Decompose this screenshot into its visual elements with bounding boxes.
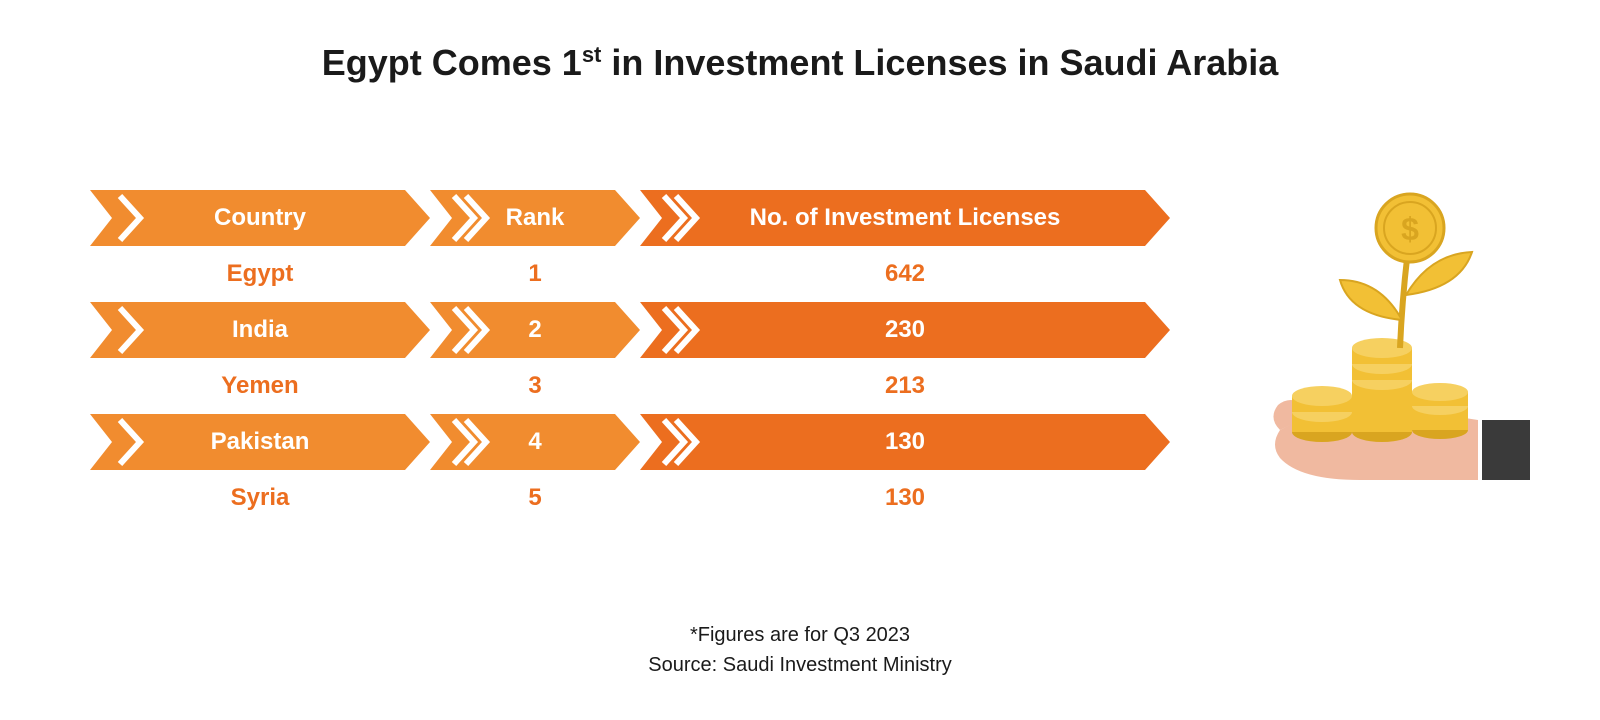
table-row: Egypt 1 642 xyxy=(90,246,1170,302)
table-header-row: Country Rank No. of Investment Licenses xyxy=(90,190,1170,246)
header-country: Country xyxy=(90,190,430,246)
cell-licenses: 642 xyxy=(640,246,1170,302)
header-licenses: No. of Investment Licenses xyxy=(640,190,1170,246)
cell-licenses: 130 xyxy=(640,470,1170,526)
cell-country: Pakistan xyxy=(90,414,430,470)
investment-growth-icon: $ xyxy=(1250,180,1530,500)
footnote: *Figures are for Q3 2023 Source: Saudi I… xyxy=(0,620,1600,680)
cell-rank: 3 xyxy=(430,358,640,414)
cell-rank: 2 xyxy=(430,302,640,358)
cell-rank: 4 xyxy=(430,414,640,470)
cell-country: India xyxy=(90,302,430,358)
coin-stack-icon xyxy=(1292,338,1468,442)
title-pre: Egypt Comes 1 xyxy=(322,42,582,83)
title-post: in Investment Licenses in Saudi Arabia xyxy=(601,42,1278,83)
header-country-label: Country xyxy=(214,204,306,232)
cell-rank: 1 xyxy=(430,246,640,302)
page-title: Egypt Comes 1st in Investment Licenses i… xyxy=(0,0,1600,84)
cell-licenses: 130 xyxy=(640,414,1170,470)
investment-growth-svg: $ xyxy=(1250,180,1530,500)
ranking-table: Country Rank No. of Investment Licenses … xyxy=(90,190,1170,526)
table-row: Yemen 3 213 xyxy=(90,358,1170,414)
table-row: India 2 230 xyxy=(90,302,1170,358)
header-rank-label: Rank xyxy=(506,204,565,232)
cell-country: Egypt xyxy=(90,246,430,302)
table-row: Pakistan 4 130 xyxy=(90,414,1170,470)
cell-rank: 5 xyxy=(430,470,640,526)
title-sup: st xyxy=(582,42,602,67)
cell-country: Syria xyxy=(90,470,430,526)
header-rank: Rank xyxy=(430,190,640,246)
footnote-line2: Source: Saudi Investment Ministry xyxy=(0,650,1600,680)
header-licenses-label: No. of Investment Licenses xyxy=(750,204,1061,232)
cell-licenses: 213 xyxy=(640,358,1170,414)
footnote-line1: *Figures are for Q3 2023 xyxy=(0,620,1600,650)
svg-text:$: $ xyxy=(1401,211,1419,247)
cell-licenses: 230 xyxy=(640,302,1170,358)
cell-country: Yemen xyxy=(90,358,430,414)
table-row: Syria 5 130 xyxy=(90,470,1170,526)
